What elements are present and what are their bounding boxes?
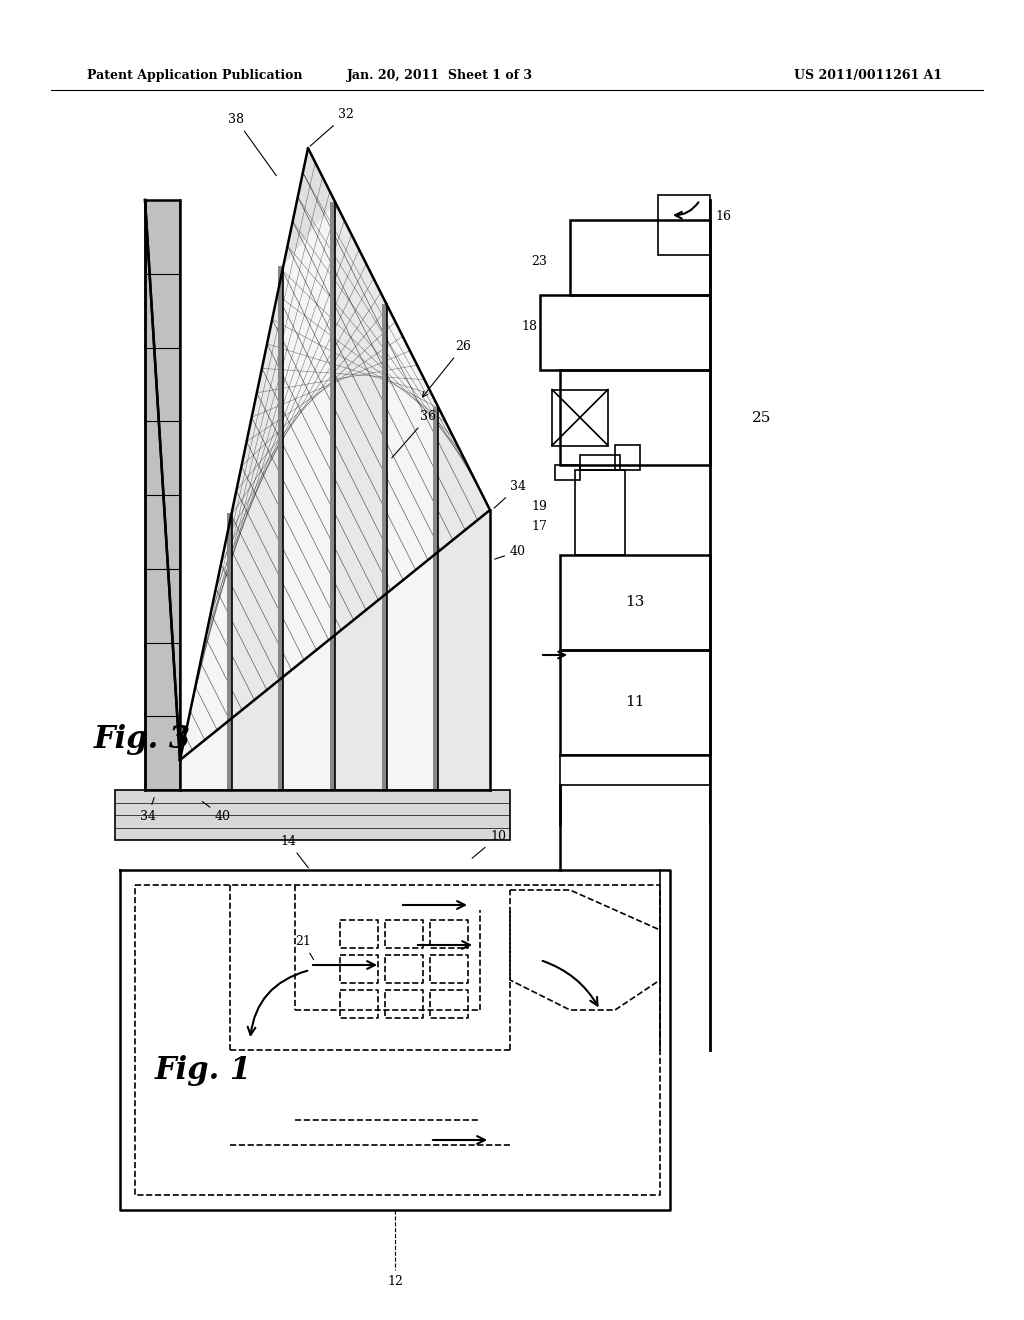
Polygon shape xyxy=(279,265,284,789)
Polygon shape xyxy=(180,513,231,789)
Text: 14: 14 xyxy=(280,836,308,867)
Text: 16: 16 xyxy=(715,210,731,223)
Text: Fig. 3: Fig. 3 xyxy=(94,723,191,755)
Text: 40: 40 xyxy=(495,545,526,560)
Bar xyxy=(560,649,710,755)
Text: 38: 38 xyxy=(228,114,276,176)
Text: Fig. 1: Fig. 1 xyxy=(155,1055,252,1085)
Text: 21: 21 xyxy=(295,935,313,960)
Text: US 2011/0011261 A1: US 2011/0011261 A1 xyxy=(794,69,942,82)
Polygon shape xyxy=(433,408,438,789)
Polygon shape xyxy=(382,305,387,789)
Text: 12: 12 xyxy=(387,1275,402,1288)
Text: 18: 18 xyxy=(521,319,537,333)
Polygon shape xyxy=(330,202,335,789)
Bar xyxy=(560,370,710,465)
Text: Patent Application Publication: Patent Application Publication xyxy=(87,69,302,82)
Text: 34: 34 xyxy=(494,480,526,508)
Bar xyxy=(540,294,710,370)
Polygon shape xyxy=(231,265,284,789)
Bar xyxy=(552,389,608,446)
Text: 17: 17 xyxy=(531,520,547,533)
Polygon shape xyxy=(226,513,231,789)
Text: 32: 32 xyxy=(310,108,354,147)
Text: 11: 11 xyxy=(626,696,645,710)
Bar xyxy=(575,470,625,554)
Bar xyxy=(145,201,180,789)
Text: 10: 10 xyxy=(472,830,506,858)
Polygon shape xyxy=(335,202,387,789)
Bar xyxy=(560,554,710,649)
Polygon shape xyxy=(438,408,490,789)
Bar xyxy=(615,445,640,470)
Text: 36: 36 xyxy=(392,411,436,458)
Polygon shape xyxy=(387,305,438,789)
Text: 23: 23 xyxy=(531,255,547,268)
Text: 13: 13 xyxy=(626,595,645,610)
Text: 25: 25 xyxy=(753,411,772,425)
Bar xyxy=(658,195,710,255)
Text: 19: 19 xyxy=(531,500,547,513)
Text: 34: 34 xyxy=(140,797,156,822)
Polygon shape xyxy=(180,148,490,760)
Polygon shape xyxy=(284,202,335,789)
Bar xyxy=(570,220,710,294)
Bar xyxy=(580,455,620,470)
Bar xyxy=(560,755,710,785)
Bar xyxy=(115,789,510,840)
Text: Jan. 20, 2011  Sheet 1 of 3: Jan. 20, 2011 Sheet 1 of 3 xyxy=(347,69,534,82)
Text: 40: 40 xyxy=(203,801,231,822)
Text: 26: 26 xyxy=(423,341,471,397)
Bar xyxy=(555,465,580,480)
